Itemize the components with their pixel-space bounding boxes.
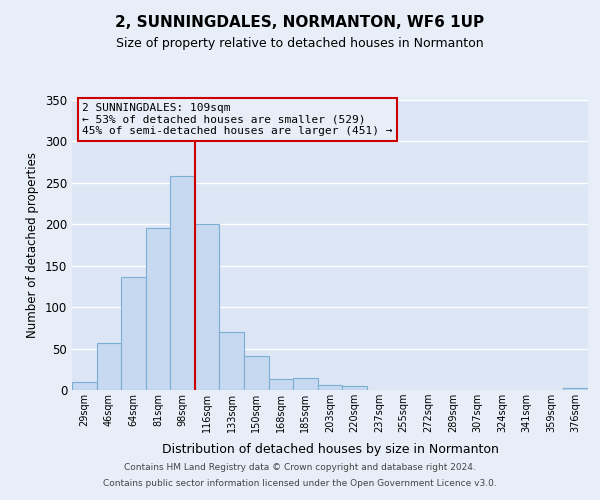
X-axis label: Distribution of detached houses by size in Normanton: Distribution of detached houses by size … — [161, 444, 499, 456]
Bar — [318, 385, 342, 390]
Text: Contains public sector information licensed under the Open Government Licence v3: Contains public sector information licen… — [103, 478, 497, 488]
Bar — [195, 224, 220, 390]
Bar — [293, 378, 318, 390]
Bar — [121, 278, 146, 390]
Bar — [342, 386, 367, 390]
Bar — [563, 388, 588, 390]
Bar — [72, 382, 97, 390]
Text: Contains HM Land Registry data © Crown copyright and database right 2024.: Contains HM Land Registry data © Crown c… — [124, 464, 476, 472]
Text: Size of property relative to detached houses in Normanton: Size of property relative to detached ho… — [116, 38, 484, 51]
Bar — [220, 332, 244, 390]
Bar — [170, 176, 195, 390]
Y-axis label: Number of detached properties: Number of detached properties — [26, 152, 40, 338]
Text: 2, SUNNINGDALES, NORMANTON, WF6 1UP: 2, SUNNINGDALES, NORMANTON, WF6 1UP — [115, 15, 485, 30]
Bar — [97, 343, 121, 390]
Bar — [146, 228, 170, 390]
Text: 2 SUNNINGDALES: 109sqm
← 53% of detached houses are smaller (529)
45% of semi-de: 2 SUNNINGDALES: 109sqm ← 53% of detached… — [82, 103, 393, 136]
Bar — [269, 379, 293, 390]
Bar — [244, 356, 269, 390]
